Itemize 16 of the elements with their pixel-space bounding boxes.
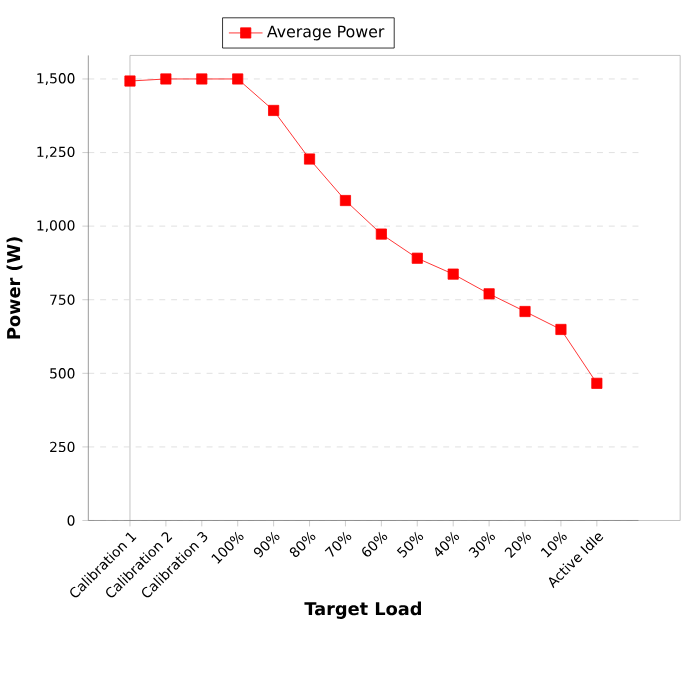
point — [339, 194, 351, 206]
point — [304, 153, 316, 165]
point — [232, 73, 244, 85]
point — [555, 323, 567, 335]
point — [519, 305, 531, 317]
point — [411, 252, 423, 264]
point — [124, 75, 136, 87]
point — [268, 104, 280, 116]
point — [447, 268, 459, 280]
point — [591, 377, 603, 389]
point — [483, 287, 495, 300]
x-axis-title: Target Load — [304, 601, 421, 619]
point — [196, 73, 208, 85]
y-axis-title: Power (W) — [6, 236, 23, 339]
point — [160, 73, 172, 85]
point — [375, 228, 387, 240]
